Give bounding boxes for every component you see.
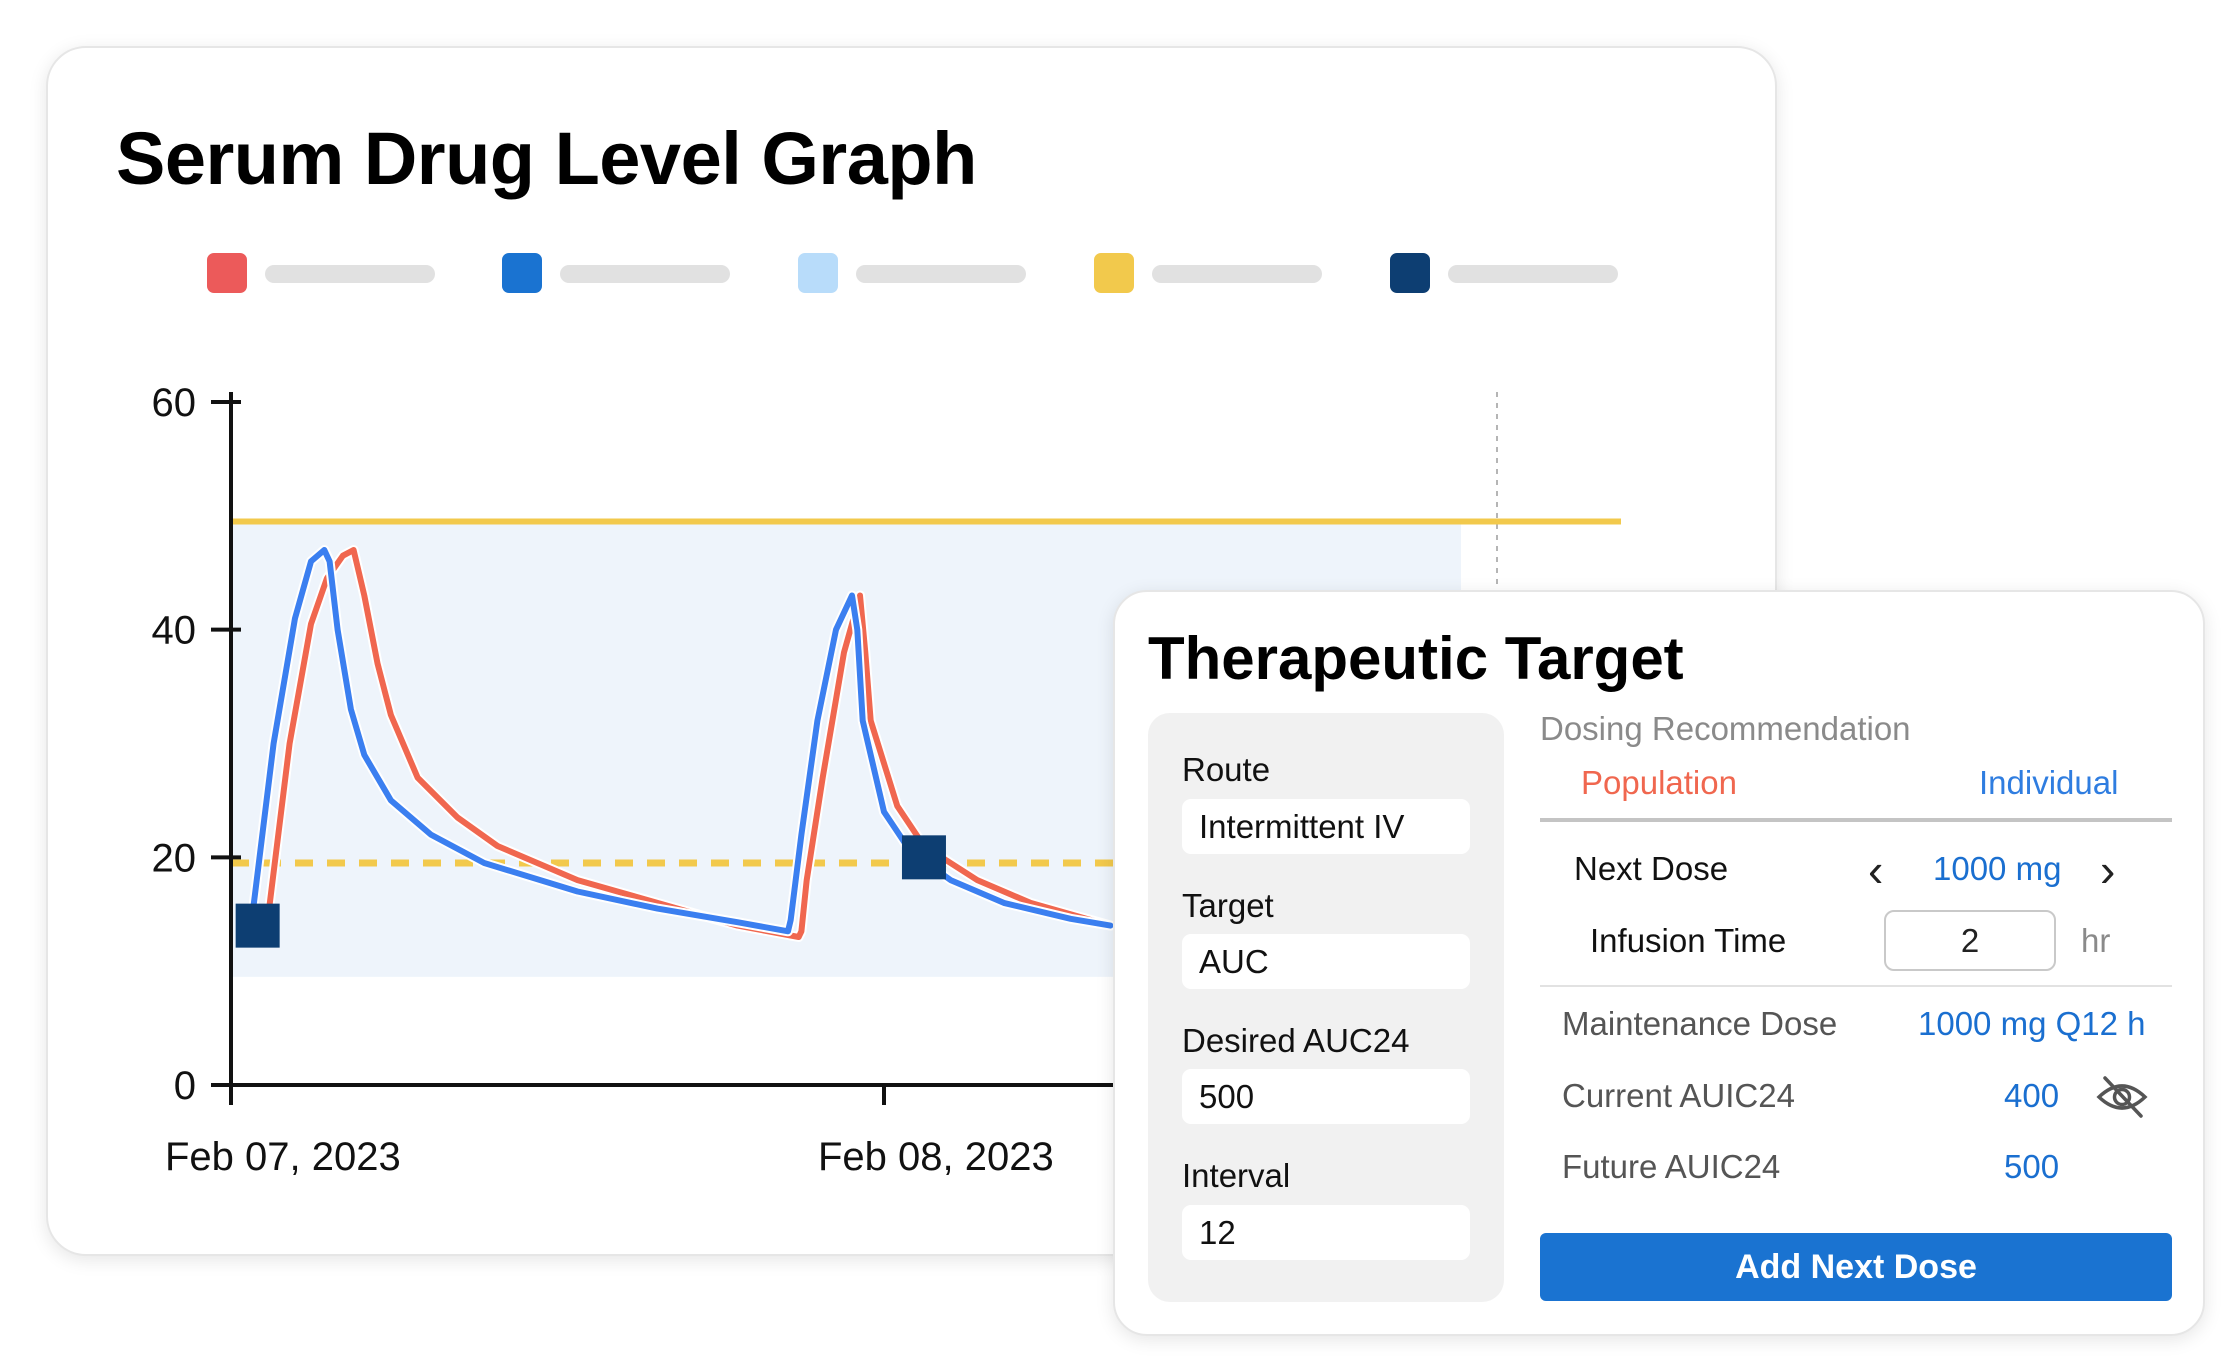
target-label: Target bbox=[1182, 887, 1274, 924]
therapeutic-target-card: Therapeutic Target Route Intermittent IV… bbox=[1113, 590, 2205, 1336]
series-line bbox=[246, 547, 1114, 940]
infusion-time-label: Infusion Time bbox=[1590, 922, 1787, 959]
y-tick-label: 0 bbox=[174, 1064, 196, 1108]
target-title: Therapeutic Target bbox=[1148, 625, 1684, 692]
legend-label-placeholder bbox=[265, 265, 435, 283]
current-auic-label: Current AUIC24 bbox=[1562, 1077, 1795, 1114]
next-dose-label: Next Dose bbox=[1574, 850, 1729, 887]
chevron-left-icon[interactable]: ‹ bbox=[1868, 844, 1884, 896]
y-tick-label: 60 bbox=[152, 381, 197, 425]
chevron-right-icon[interactable]: › bbox=[2100, 844, 2116, 896]
route-label: Route bbox=[1182, 751, 1271, 788]
legend-swatch bbox=[207, 253, 247, 293]
legend-label-placeholder bbox=[856, 265, 1026, 283]
desired-auc-label: Desired AUC24 bbox=[1182, 1022, 1410, 1059]
dosing-config-panel: Route Intermittent IV Target AUC Desired… bbox=[1148, 713, 1504, 1302]
maintenance-dose-value: 1000 mg Q12 h bbox=[1918, 1005, 2146, 1042]
x-tick-label: Feb 07, 2023 bbox=[165, 1135, 401, 1179]
route-field[interactable]: Intermittent IV bbox=[1182, 799, 1470, 854]
dosing-recommendation-heading: Dosing Recommendation bbox=[1540, 710, 1911, 747]
tabs-underline bbox=[1540, 818, 2172, 822]
future-auic-label: Future AUIC24 bbox=[1562, 1148, 1781, 1185]
x-tick-label: Feb 08, 2023 bbox=[818, 1135, 1054, 1179]
legend-swatch bbox=[1094, 253, 1134, 293]
infusion-unit: hr bbox=[2081, 922, 2111, 959]
level-marker bbox=[235, 903, 280, 948]
legend-swatch bbox=[502, 253, 542, 293]
legend-label-placeholder bbox=[560, 265, 730, 283]
legend-label-placeholder bbox=[1152, 265, 1322, 283]
interval-field[interactable]: 12 bbox=[1182, 1205, 1470, 1260]
legend-swatch bbox=[798, 253, 838, 293]
future-auic-value: 500 bbox=[2004, 1148, 2060, 1185]
divider bbox=[1540, 985, 2172, 987]
tab-population[interactable]: Population bbox=[1581, 764, 1737, 801]
next-dose-value: 1000 mg bbox=[1933, 850, 2062, 887]
eye-off-icon[interactable] bbox=[2096, 1075, 2148, 1119]
infusion-time-input[interactable]: 2 bbox=[1884, 910, 2056, 971]
current-auic-value: 400 bbox=[2004, 1077, 2060, 1114]
interval-label: Interval bbox=[1182, 1157, 1291, 1194]
tab-individual[interactable]: Individual bbox=[1979, 764, 2119, 801]
target-field[interactable]: AUC bbox=[1182, 934, 1470, 989]
add-next-dose-button[interactable]: Add Next Dose bbox=[1540, 1233, 2172, 1301]
y-tick-label: 20 bbox=[152, 836, 197, 880]
graph-title: Serum Drug Level Graph bbox=[116, 117, 977, 200]
level-marker bbox=[901, 835, 946, 880]
desired-auc-field[interactable]: 500 bbox=[1182, 1069, 1470, 1124]
maintenance-dose-label: Maintenance Dose bbox=[1562, 1005, 1838, 1042]
legend-label-placeholder bbox=[1448, 265, 1618, 283]
y-tick-label: 40 bbox=[152, 609, 197, 653]
legend-swatch bbox=[1390, 253, 1430, 293]
